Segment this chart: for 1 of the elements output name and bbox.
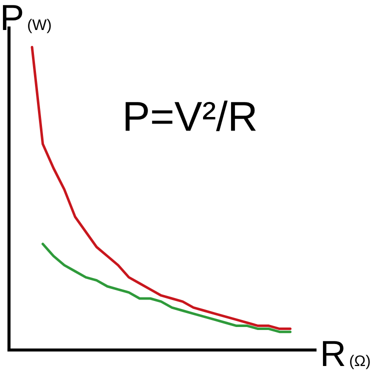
annotation: P=V²/R [126,100,256,132]
